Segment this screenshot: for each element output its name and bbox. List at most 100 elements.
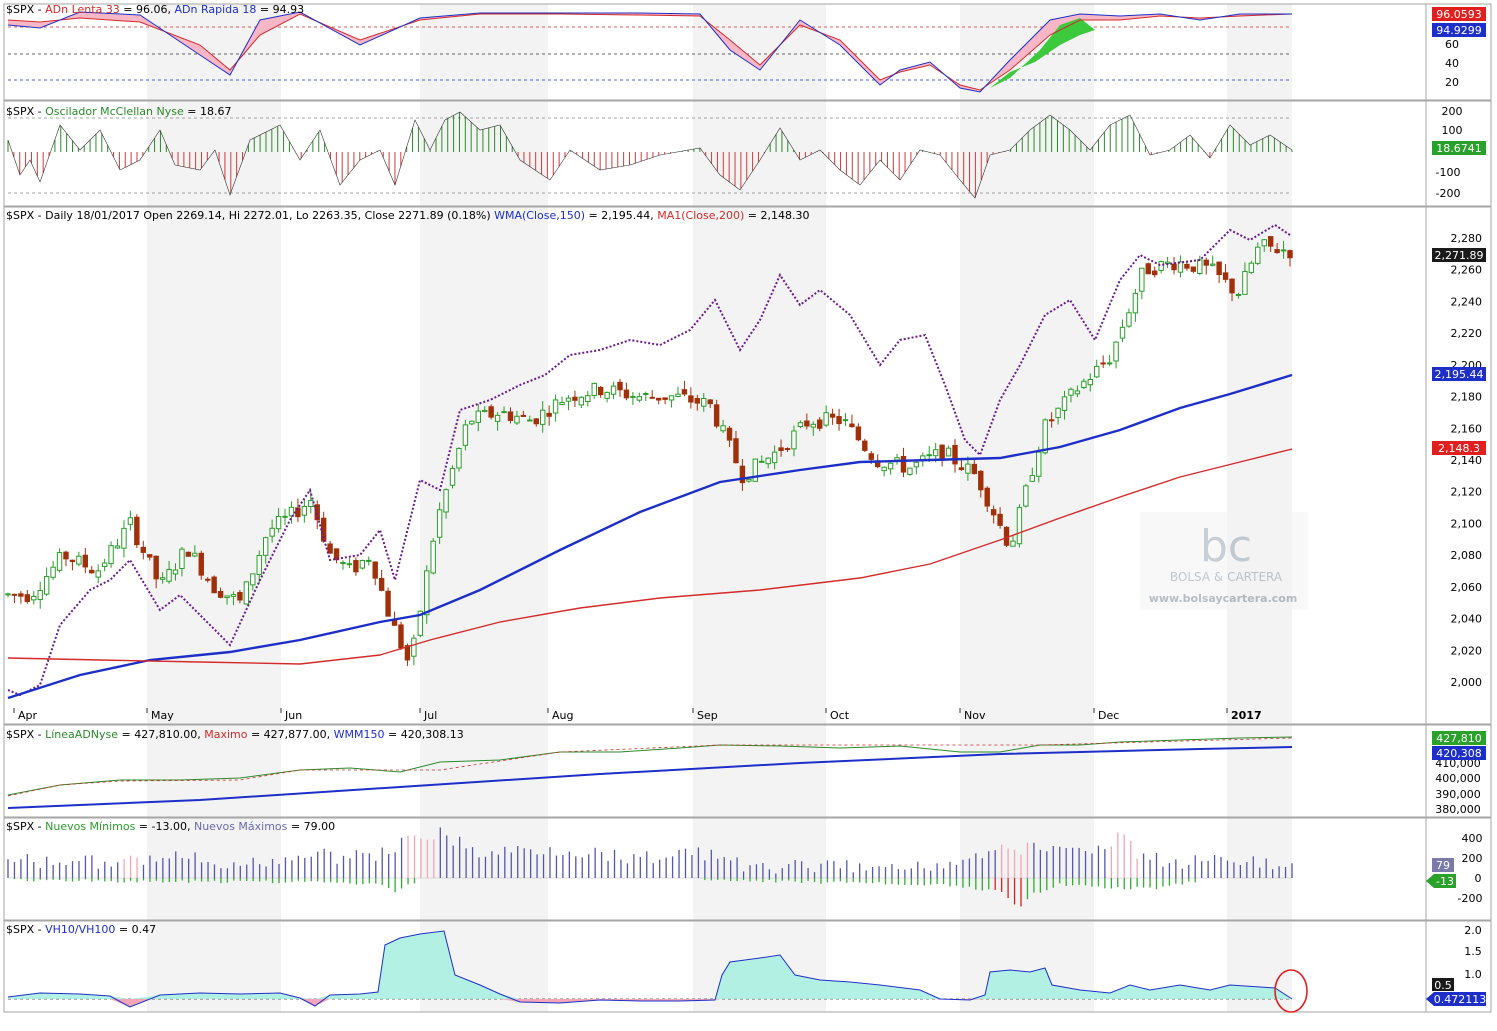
month-band-9-0 — [1227, 4, 1292, 100]
price-tick-label-12: 2,040 — [1451, 613, 1483, 626]
candle-body — [978, 470, 984, 491]
candle-body — [462, 424, 469, 446]
candle-body — [147, 554, 153, 558]
mcclellan-panel: $SPX - Oscilador McClellan Nyse = 18.67 … — [6, 105, 1486, 200]
candle-body — [11, 593, 18, 596]
month-band-3-1 — [420, 101, 548, 206]
nuevos-tick-minus200: -200 — [1458, 892, 1483, 905]
candle-body — [610, 385, 617, 395]
candle-body — [198, 552, 204, 576]
adn-lenta-label: ADn Lenta 33 — [45, 3, 120, 16]
candle-body — [1132, 292, 1139, 314]
candle-body — [720, 425, 726, 432]
candle-body — [862, 440, 868, 451]
candle-body — [540, 409, 546, 425]
candle-body — [424, 570, 430, 616]
candle-body — [1197, 259, 1203, 274]
vh-tick-1.5: 1.5 — [1464, 945, 1482, 958]
watermark: bc BOLSA & CARTERA www.bolsaycartera.com — [1140, 512, 1308, 610]
nuevos-tick-0: 0 — [1475, 872, 1482, 885]
watermark-logo: bc — [1200, 521, 1252, 572]
candle-body — [205, 578, 211, 581]
month-band-7-3 — [960, 725, 1094, 817]
price-tick-label-9: 2,100 — [1451, 517, 1483, 530]
candle-body — [971, 463, 978, 475]
candle-body — [1016, 507, 1023, 545]
adn-rapida-line — [7, 11, 1292, 93]
vh-label: VH10/VH100 — [45, 923, 115, 936]
month-label-8: Dec — [1098, 709, 1119, 722]
candle-body — [185, 551, 192, 557]
linea-badge-green — [1432, 731, 1486, 745]
candle-body — [1010, 540, 1016, 547]
month-label-3: Jul — [423, 709, 437, 722]
candle-body — [887, 462, 894, 470]
candle-body — [398, 624, 404, 649]
candle-body — [314, 504, 320, 521]
candle-body — [533, 418, 539, 425]
candle-body — [804, 420, 810, 427]
month-label-0: Apr — [18, 709, 38, 722]
candle-body — [56, 552, 63, 571]
nuevos-tick-400: 400 — [1462, 832, 1483, 845]
month-band-3-4 — [420, 818, 548, 920]
price-tick-label-13: 2,020 — [1451, 644, 1483, 657]
month-band-9-2 — [1227, 207, 1292, 724]
candle-body — [1209, 263, 1216, 266]
candle-body — [1190, 266, 1197, 272]
candle-body — [1177, 261, 1184, 273]
candle-body — [894, 457, 900, 461]
vh-badge-ref — [1432, 978, 1454, 991]
candle-body — [1094, 365, 1100, 378]
candle-body — [752, 458, 758, 482]
month-label-1: May — [151, 709, 174, 722]
candle-body — [378, 578, 385, 591]
panel-frame-3 — [3, 724, 1492, 818]
candle-body — [1242, 271, 1248, 295]
linea-badge-green-text: 427,810 — [1436, 732, 1482, 745]
adn-tick-60: 60 — [1445, 38, 1459, 51]
watermark-name: BOLSA & CARTERA — [1170, 570, 1283, 584]
candle-body — [501, 411, 507, 414]
candle-body — [18, 593, 24, 597]
price-ma-label: MA1(Close,200) — [657, 209, 744, 222]
month-band-3-2 — [420, 207, 548, 724]
candle-body — [701, 397, 707, 407]
candle-body — [617, 381, 623, 391]
candle-body — [89, 569, 95, 574]
candle-body — [5, 593, 11, 596]
panel-frames — [3, 3, 1492, 1013]
linea-header: $SPX - LíneaADNyse = 427,810.00, Maximo … — [6, 728, 464, 741]
candle-body — [765, 457, 771, 465]
candle-body — [288, 506, 295, 517]
candle-body — [746, 478, 752, 482]
candle-body — [166, 568, 172, 582]
adn-badge-blue — [1432, 23, 1486, 37]
candle-body — [172, 569, 179, 575]
candle-body — [134, 516, 140, 546]
price-tick-label-2: 2,240 — [1451, 295, 1483, 308]
candle-body — [1145, 263, 1151, 275]
candle-body — [520, 414, 527, 417]
vh-tick-1: 1.0 — [1464, 968, 1482, 981]
candle-body — [855, 426, 862, 441]
candle-body — [482, 409, 488, 413]
nuevos-max-label: Nuevos Máximos — [194, 820, 288, 833]
candle-body — [1229, 278, 1235, 294]
candle-body — [224, 595, 230, 599]
adn-lenta-value: = 96.06, — [120, 3, 175, 16]
price-tick-label-8: 2,120 — [1451, 486, 1483, 499]
linea-max-label: Maximo — [204, 728, 248, 741]
mc-outline — [7, 111, 1293, 199]
candle-body — [1152, 270, 1158, 276]
candle-body — [823, 412, 829, 426]
candle-body — [1139, 267, 1145, 292]
candle-body — [836, 416, 842, 425]
candle-body — [527, 419, 533, 422]
month-label-6: Oct — [830, 709, 850, 722]
candle-body — [456, 447, 462, 469]
mcclellan-value: = 18.67 — [184, 105, 232, 118]
linea-panel: $SPX - LíneaADNyse = 427,810.00, Maximo … — [6, 728, 1486, 816]
month-band-5-0 — [693, 4, 826, 100]
month-band-3-3 — [420, 725, 548, 817]
